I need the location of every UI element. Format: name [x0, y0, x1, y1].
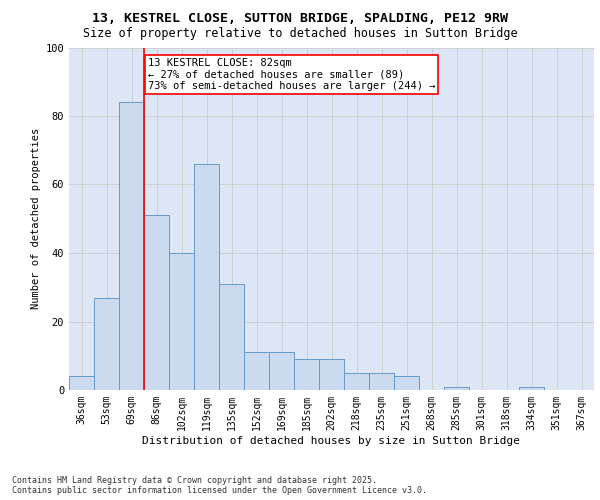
- Bar: [119, 102, 144, 390]
- Text: Contains HM Land Registry data © Crown copyright and database right 2025.
Contai: Contains HM Land Registry data © Crown c…: [12, 476, 427, 495]
- Bar: [369, 373, 394, 390]
- Bar: [394, 376, 419, 390]
- Text: 13, KESTREL CLOSE, SUTTON BRIDGE, SPALDING, PE12 9RW: 13, KESTREL CLOSE, SUTTON BRIDGE, SPALDI…: [92, 12, 508, 26]
- Bar: [144, 216, 169, 390]
- Text: Size of property relative to detached houses in Sutton Bridge: Size of property relative to detached ho…: [83, 28, 517, 40]
- Y-axis label: Number of detached properties: Number of detached properties: [31, 128, 41, 310]
- Bar: [269, 352, 294, 390]
- Bar: [69, 376, 94, 390]
- X-axis label: Distribution of detached houses by size in Sutton Bridge: Distribution of detached houses by size …: [143, 436, 521, 446]
- Text: 13 KESTREL CLOSE: 82sqm
← 27% of detached houses are smaller (89)
73% of semi-de: 13 KESTREL CLOSE: 82sqm ← 27% of detache…: [148, 58, 435, 91]
- Bar: [519, 386, 544, 390]
- Bar: [294, 359, 319, 390]
- Bar: [344, 373, 369, 390]
- Bar: [194, 164, 219, 390]
- Bar: [319, 359, 344, 390]
- Bar: [169, 253, 194, 390]
- Bar: [219, 284, 244, 390]
- Bar: [94, 298, 119, 390]
- Bar: [244, 352, 269, 390]
- Bar: [444, 386, 469, 390]
